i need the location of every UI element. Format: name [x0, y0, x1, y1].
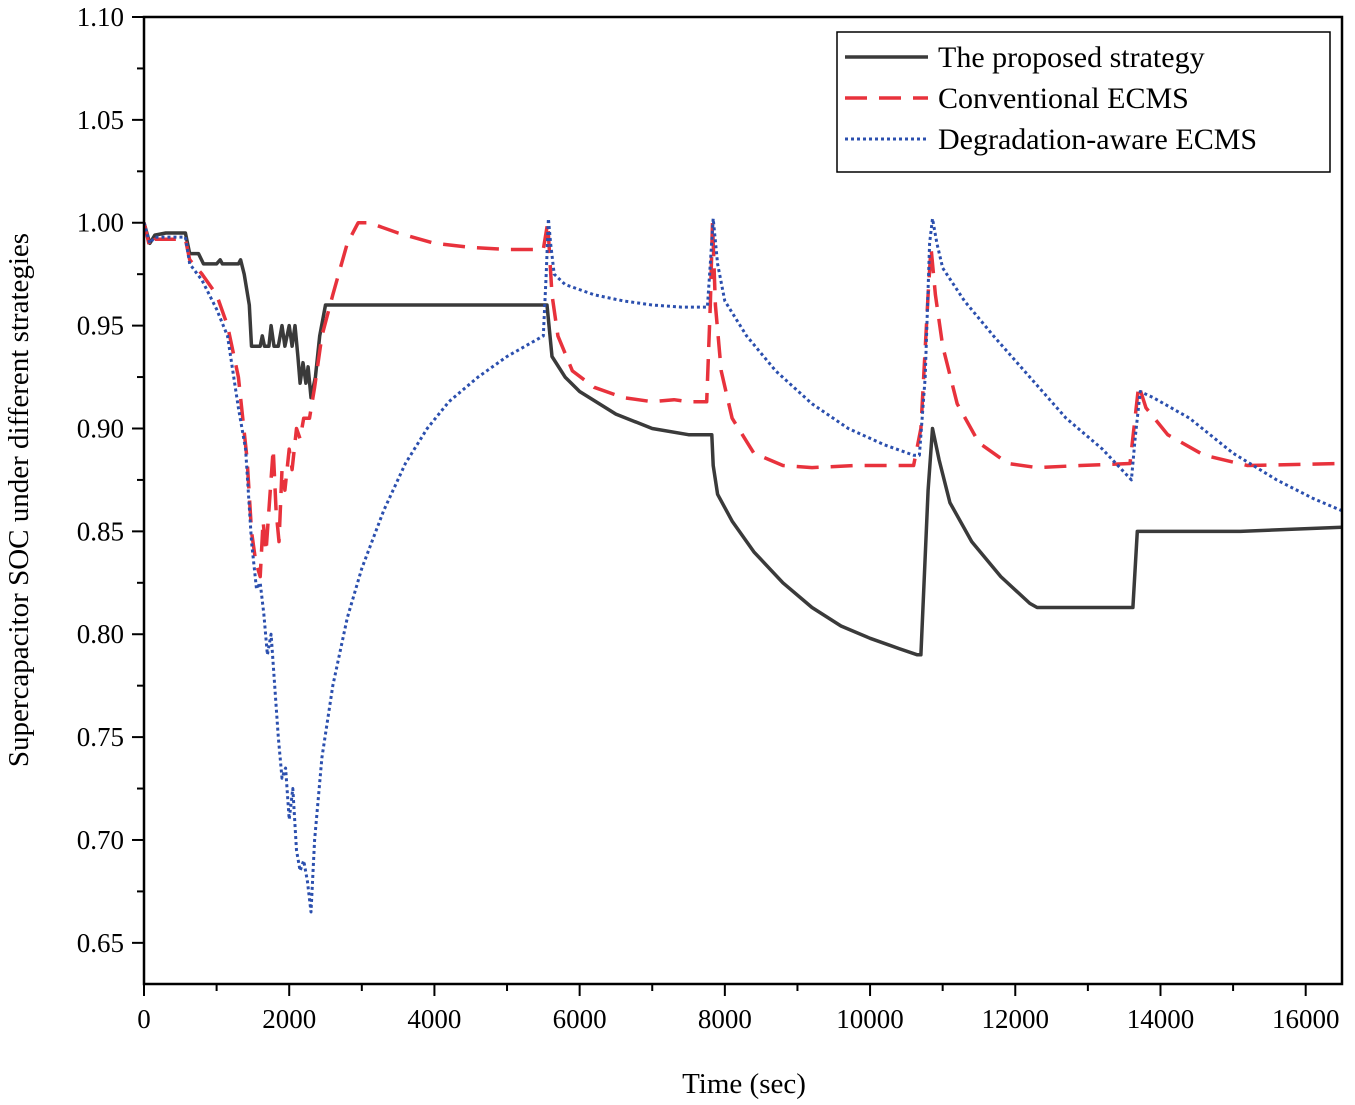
x-tick-label: 10000 [836, 1004, 904, 1034]
x-tick-label: 0 [137, 1004, 151, 1034]
x-tick-labels: 0 2000 4000 6000 8000 10000 12000 14000 16000 [137, 1004, 1339, 1034]
x-tick-label: 14000 [1127, 1004, 1195, 1034]
series-line-3 [144, 217, 1342, 914]
series-layer [144, 217, 1342, 914]
x-tick-label: 8000 [698, 1004, 752, 1034]
x-tick-label: 4000 [407, 1004, 461, 1034]
y-tick-labels: 0.65 0.70 0.75 0.80 0.85 0.90 0.95 1.00 1.05 1.10 [77, 2, 124, 958]
x-tick-label: 6000 [553, 1004, 607, 1034]
legend-label-1: The proposed strategy [938, 41, 1205, 74]
y-axis-title: Supercapacitor SOC under different strat… [3, 233, 35, 767]
y-tick-label: 1.00 [77, 208, 124, 238]
y-tick-label: 0.90 [77, 413, 124, 443]
x-tick-label: 2000 [262, 1004, 316, 1034]
y-tick-label: 0.80 [77, 619, 124, 649]
x-axis-title: Time (sec) [682, 1068, 806, 1100]
series-line-2 [144, 220, 1342, 579]
legend-label-2: Conventional ECMS [938, 82, 1189, 115]
legend-label-3: Degradation-aware ECMS [938, 123, 1257, 156]
y-tick-label: 0.65 [77, 928, 124, 958]
y-tick-label: 0.85 [77, 516, 124, 546]
x-tick-label: 16000 [1272, 1004, 1340, 1034]
y-tick-label: 0.75 [77, 722, 124, 752]
y-tick-label: 1.10 [77, 2, 124, 32]
legend: The proposed strategy Conventional ECMS De… [836, 31, 1331, 173]
y-tick-label: 0.95 [77, 311, 124, 341]
y-tick-label: 0.70 [77, 825, 124, 855]
plot-frame [142, 15, 1344, 986]
x-tick-label: 12000 [982, 1004, 1050, 1034]
y-tick-label: 1.05 [77, 105, 124, 135]
